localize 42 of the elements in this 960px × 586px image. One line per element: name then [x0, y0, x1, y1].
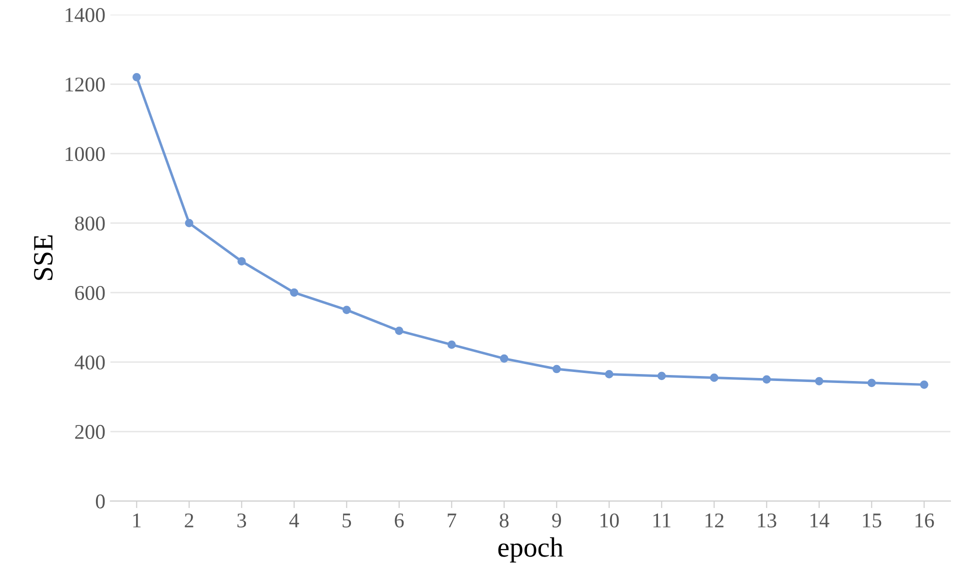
x-tick-label: 9	[552, 513, 562, 528]
point	[342, 306, 351, 314]
y-tick-label: 400	[74, 355, 105, 370]
point	[500, 354, 508, 363]
x-tick-label: 6	[394, 513, 404, 528]
point	[814, 377, 824, 386]
point	[184, 218, 194, 228]
point	[657, 372, 666, 380]
x-tick-label: 13	[758, 513, 776, 528]
x-tick-label: 5	[342, 514, 352, 528]
x-tick-label: 10	[600, 513, 619, 528]
x-tick-label: 7	[448, 514, 456, 528]
y-tick-label: 800	[75, 216, 105, 231]
point	[394, 326, 404, 335]
point	[447, 340, 456, 349]
x-tick-label: 15	[863, 514, 882, 528]
x-tick-label: 4	[289, 514, 300, 528]
x-tick-label: 12	[706, 513, 724, 528]
point	[237, 257, 246, 266]
point	[762, 375, 771, 384]
x-tick-label: 2	[184, 513, 194, 528]
y-axis-title: SSE	[34, 235, 53, 280]
y-tick-label: 600	[75, 286, 105, 300]
x-axis-title: epoch	[498, 537, 564, 562]
point	[867, 378, 876, 388]
y-tick-label: 1000	[66, 146, 105, 162]
x-tick-label: 16	[916, 513, 934, 528]
x-tick-label: 14	[810, 514, 830, 528]
x-tick-label: 11	[653, 514, 670, 528]
point	[132, 73, 141, 82]
point	[552, 364, 561, 374]
point	[710, 374, 718, 382]
point	[290, 288, 298, 297]
y-tick-label: 200	[75, 424, 105, 439]
point	[604, 370, 614, 378]
y-tick-label: 0	[96, 494, 105, 508]
y-tick-label: 1400	[66, 8, 105, 22]
x-tick-label: 3	[237, 513, 246, 528]
y-tick-label: 1200	[66, 78, 105, 92]
x-tick-label: 8	[500, 513, 509, 528]
x-tick-label: 1	[133, 514, 141, 528]
point	[920, 380, 928, 389]
